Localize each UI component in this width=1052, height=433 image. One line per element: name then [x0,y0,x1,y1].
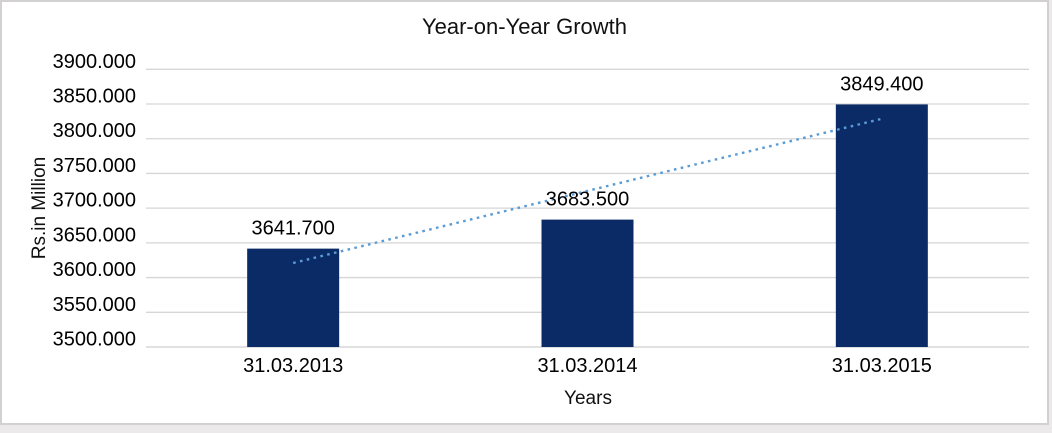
y-tick-label: 3800.000 [53,120,136,142]
bar-31.03.2013 [247,248,340,347]
bar-data-label: 3849.400 [840,73,923,95]
x-tick-label: 31.03.2014 [537,355,637,377]
y-tick-label: 3650.000 [53,224,136,246]
y-tick-label: 3850.000 [53,86,136,108]
y-tick-label: 3550.000 [53,294,136,316]
y-tick-label: 3600.000 [53,259,136,281]
y-tick-label: 3500.000 [53,329,136,351]
x-tick-label: 31.03.2013 [243,355,343,377]
x-tick-label: 31.03.2015 [832,355,932,377]
chart-title: Year-on-Year Growth [421,14,628,39]
y-tick-label: 3900.000 [53,51,136,73]
x-axis-title: Years [564,388,612,409]
y-tick-label: 3750.000 [53,155,136,177]
bar-data-label: 3641.700 [251,218,334,240]
y-tick-label: 3700.000 [53,190,136,212]
bar-31.03.2014 [541,219,634,347]
linear-trendline [292,117,883,265]
bar-data-label: 3683.500 [546,189,629,211]
bar-31.03.2015 [835,104,928,347]
